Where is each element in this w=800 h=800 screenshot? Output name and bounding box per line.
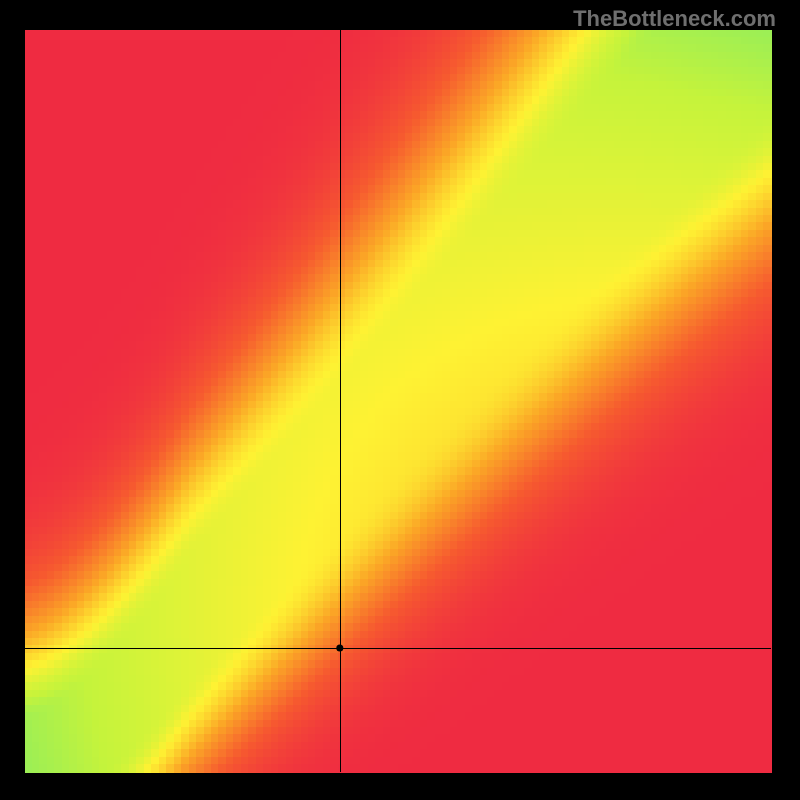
watermark-text: TheBottleneck.com [573,6,776,32]
heatmap-canvas [0,0,800,800]
chart-container: TheBottleneck.com [0,0,800,800]
